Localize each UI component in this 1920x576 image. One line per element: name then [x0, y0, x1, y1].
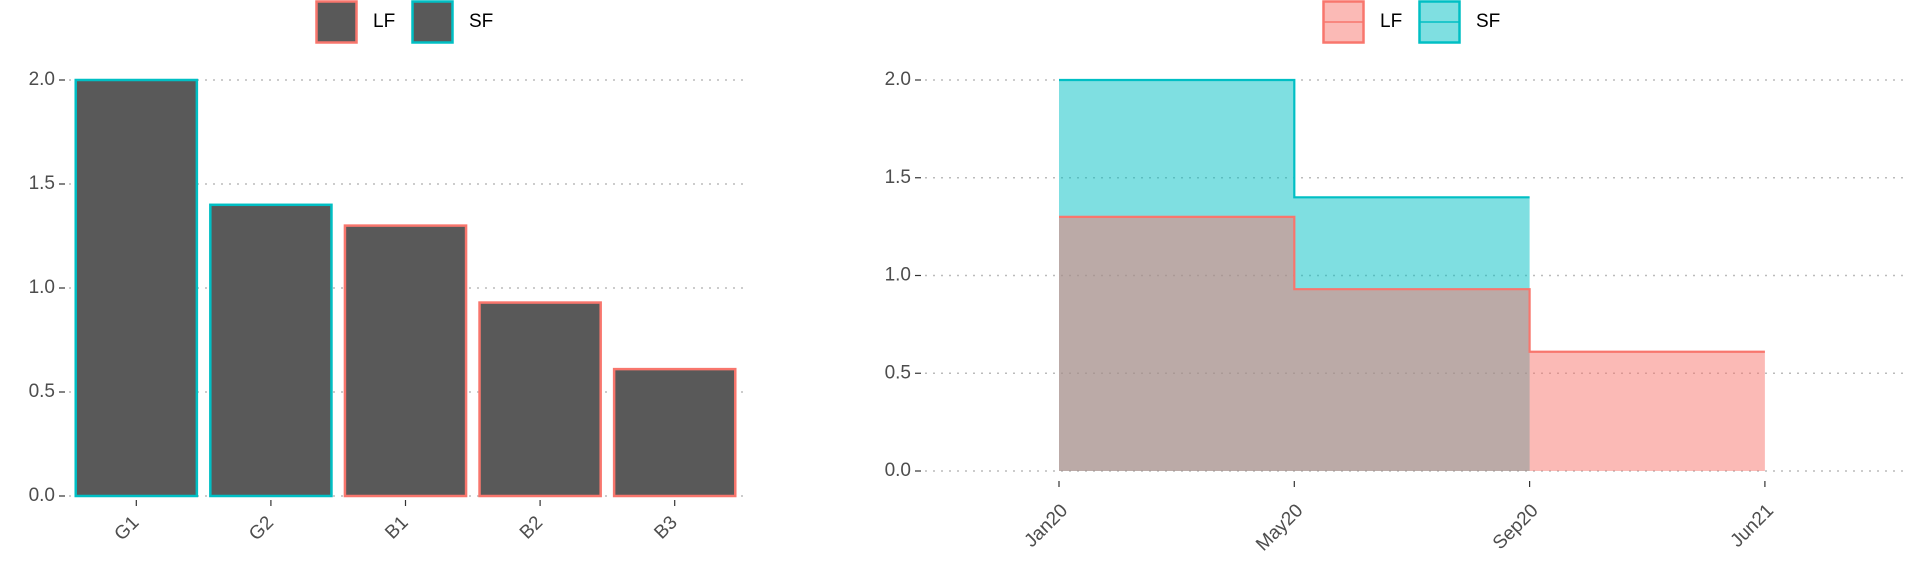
bar — [209, 203, 333, 498]
y-tick-label: 2.0 — [885, 69, 911, 90]
step-line — [1059, 78, 1530, 199]
bar — [74, 78, 199, 498]
legend-key — [315, 0, 358, 44]
legend-label: LF — [1380, 11, 1402, 32]
y-tick-label: 0.5 — [29, 381, 55, 402]
bar — [612, 367, 737, 498]
x-tick-label: B3 — [650, 512, 681, 543]
y-tick-label: 0.5 — [885, 362, 911, 383]
legend-label: SF — [1476, 11, 1500, 32]
x-tick-label: B1 — [381, 512, 412, 543]
x-tick-label: May20 — [1252, 500, 1307, 555]
y-tick-label: 1.5 — [29, 173, 55, 194]
legend-key — [411, 0, 454, 44]
x-tick-label: Sep20 — [1489, 500, 1543, 554]
y-tick-label: 1.5 — [885, 167, 911, 188]
y-tick-label: 1.0 — [885, 265, 911, 286]
x-tick-label: B2 — [516, 512, 547, 543]
y-tick-label: 1.0 — [29, 277, 55, 298]
y-tick-label: 0.0 — [885, 460, 911, 481]
x-tick-label: Jan20 — [1021, 500, 1072, 551]
legend-label: LF — [373, 11, 395, 32]
y-tick-label: 0.0 — [29, 485, 55, 506]
area — [1059, 216, 1765, 471]
bar — [478, 301, 602, 498]
step-line — [1059, 215, 1765, 353]
x-tick-label: Jun21 — [1727, 500, 1778, 551]
bar — [343, 224, 468, 498]
y-tick-label: 2.0 — [29, 69, 55, 90]
legend-label: SF — [469, 11, 493, 32]
x-tick-label: G2 — [245, 512, 278, 545]
x-tick-label: G1 — [111, 512, 144, 545]
